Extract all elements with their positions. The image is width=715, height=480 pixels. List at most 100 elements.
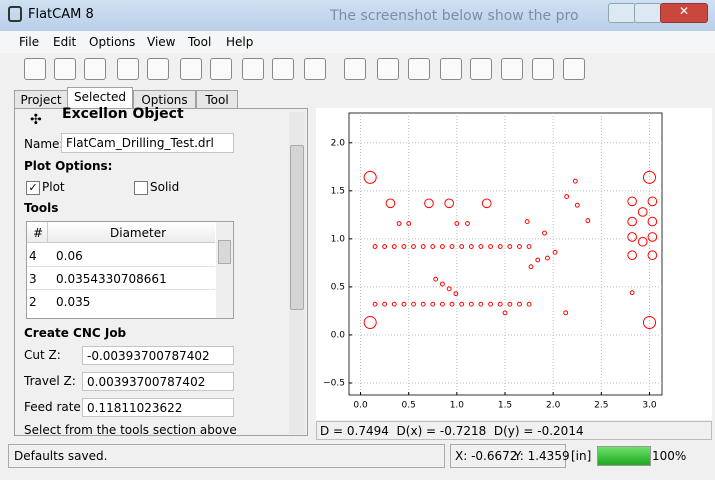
toolbar-button[interactable] [272, 58, 294, 80]
status-message: Defaults saved. [14, 449, 108, 463]
drill-hole [627, 232, 637, 242]
toolbar-button[interactable] [84, 58, 106, 80]
drill-hole [563, 310, 569, 316]
drill-hole [459, 301, 465, 307]
table-cell[interactable]: 2 [29, 295, 37, 309]
drill-hole [637, 207, 648, 217]
units: [in] [571, 449, 592, 463]
drill-hole [544, 255, 550, 261]
feed-rate-input[interactable]: 0.11811023622 [82, 398, 234, 417]
section-heading: Tools [24, 201, 59, 215]
drill-hole [420, 244, 426, 249]
drill-hole [444, 198, 454, 209]
drill-hole [572, 178, 578, 184]
toolbar-button[interactable] [304, 58, 326, 80]
maximize-button[interactable] [634, 3, 662, 23]
close-button[interactable]: ✕ [660, 3, 708, 23]
drill-hole [439, 301, 445, 307]
toolbar-button[interactable] [501, 58, 523, 80]
travel-z-input[interactable]: 0.00393700787402 [82, 372, 234, 391]
toolbar-button[interactable] [408, 58, 430, 80]
toolbar-button[interactable] [344, 58, 366, 80]
drill-hole [385, 198, 396, 209]
table-header-cell: Diameter [110, 226, 167, 240]
coord-x: X: -0.6672 [455, 449, 518, 463]
drill-hole [372, 301, 378, 307]
section-heading: Create CNC Job [24, 326, 127, 340]
drill-hole [401, 301, 407, 307]
drill-hole [372, 244, 378, 249]
drill-hole [391, 244, 397, 249]
menu-item[interactable]: Help [226, 35, 254, 49]
table-cell[interactable]: 0.0354330708661 [56, 272, 167, 286]
tab[interactable]: Options [133, 90, 196, 109]
table-cell[interactable]: 0.035 [56, 295, 91, 309]
toolbar-button[interactable] [180, 58, 202, 80]
drill-hole [363, 170, 377, 184]
panel-heading: Excellon Object [62, 106, 184, 122]
name-input[interactable]: FlatCam_Drilling_Test.drl [61, 133, 234, 153]
coords-box [450, 444, 566, 468]
checkbox[interactable]: ✓ [26, 181, 40, 195]
drill-hole [535, 257, 541, 263]
minimize-button[interactable] [608, 3, 636, 23]
drill-hole [449, 301, 455, 307]
table-cell[interactable]: 4 [29, 249, 37, 263]
table-cell[interactable]: 0.06 [56, 249, 83, 263]
plot-canvas: 0.0 0.5 1.0 1.5 2.0 2.5 3.0 −0.5 0.0 0.5 1.0 1.5 2.0 [316, 108, 712, 420]
toolbar-button[interactable] [377, 58, 399, 80]
plot-info-bar [316, 421, 712, 440]
tab[interactable]: Tool [196, 90, 238, 109]
drill-hole [459, 244, 465, 249]
toolbar-button[interactable] [24, 58, 46, 80]
menu-item[interactable]: View [147, 35, 176, 49]
drill-hole [542, 230, 547, 236]
toolbar-button[interactable] [563, 58, 585, 80]
label: Travel Z: [24, 374, 76, 388]
checkbox[interactable] [134, 181, 148, 195]
drill-hole [488, 301, 493, 307]
toolbar-button[interactable] [210, 58, 232, 80]
menu-item[interactable]: Edit [53, 35, 77, 49]
drill-hole [481, 198, 492, 209]
menu-item[interactable]: Tool [188, 35, 212, 49]
x-tick-label: 0.0 [353, 401, 368, 411]
row-divider [27, 266, 215, 267]
menu-item[interactable]: File [19, 35, 40, 49]
menu-item[interactable]: Options [89, 35, 136, 49]
scrollbar-thumb[interactable] [290, 145, 304, 310]
drill-hole [430, 244, 436, 249]
tab[interactable]: Project [14, 90, 68, 109]
table-cell[interactable]: 3 [29, 272, 37, 286]
toolbar-button[interactable] [147, 58, 169, 80]
y-tick-label: −0.5 [323, 378, 345, 388]
toolbar-button[interactable] [117, 58, 139, 80]
x-tick-label: 1.5 [498, 401, 512, 411]
drill-hole [382, 244, 388, 249]
drill-hole [468, 244, 474, 249]
window-title: FlatCAM 8 [28, 7, 94, 22]
drill-hole [524, 219, 530, 224]
plot-info: D = 0.7494 D(x) = -0.7218 D(y) = -0.2014 [320, 424, 584, 438]
drill-hole [401, 244, 407, 249]
table-scrollbar[interactable] [216, 222, 233, 318]
checkbox-label: Plot [42, 180, 65, 194]
y-tick-label: 1.5 [331, 186, 345, 196]
x-tick-label: 2.0 [546, 401, 561, 411]
drill-hole [439, 281, 445, 287]
toolbar-button[interactable] [532, 58, 554, 80]
toolbar-button[interactable] [440, 58, 462, 80]
toolbar-button[interactable] [54, 58, 76, 80]
table-scrollbar-thumb[interactable] [218, 240, 231, 264]
table-header [27, 222, 215, 243]
toolbar-button[interactable] [470, 58, 492, 80]
drill-hole [468, 301, 474, 307]
toolbar-button[interactable] [242, 58, 264, 80]
y-tick-label: 2.0 [331, 138, 346, 148]
drill-hole [446, 286, 452, 292]
cut-z-input[interactable]: -0.00393700787402 [82, 346, 234, 365]
drill-hole [497, 244, 503, 249]
tab-active[interactable]: Selected [67, 87, 133, 109]
drill-hole [478, 244, 484, 249]
